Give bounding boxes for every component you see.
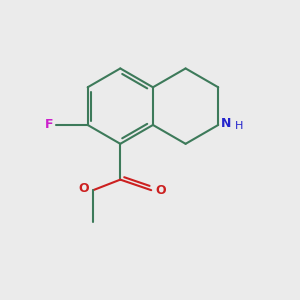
Text: H: H: [234, 122, 243, 131]
Text: N: N: [221, 117, 232, 130]
Text: O: O: [155, 184, 166, 197]
Text: O: O: [79, 182, 89, 195]
Text: F: F: [45, 118, 53, 131]
